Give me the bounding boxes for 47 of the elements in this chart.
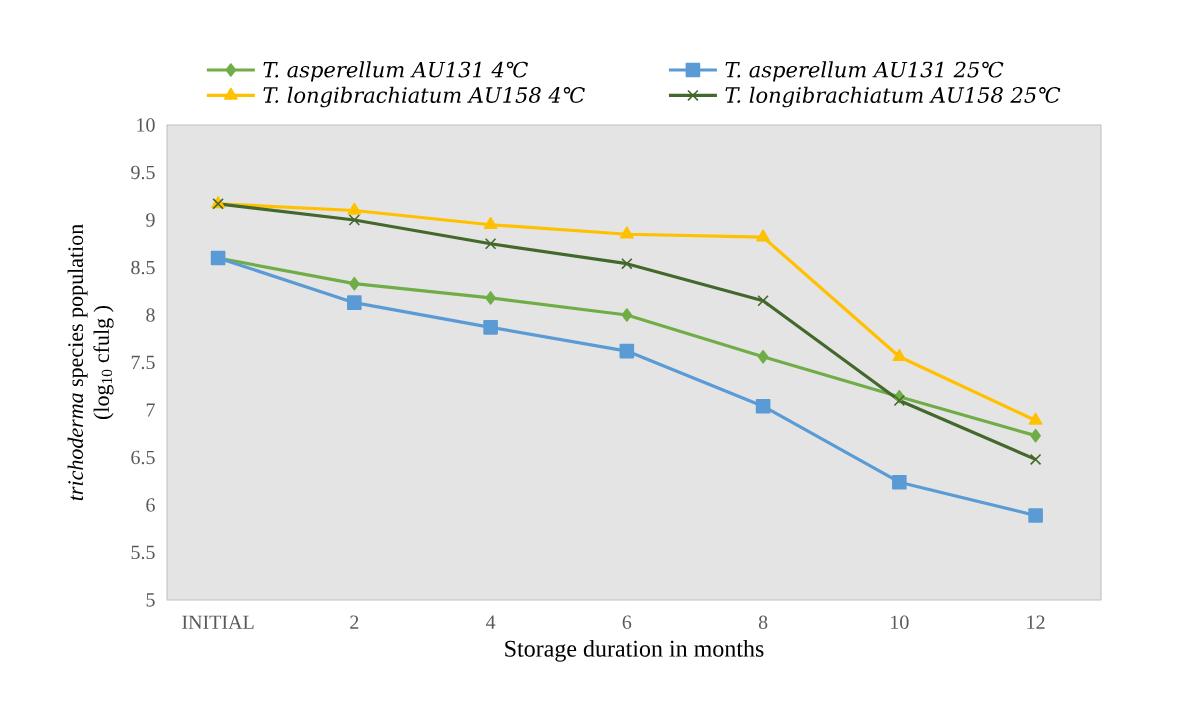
y-tick-label: 7.5 bbox=[131, 355, 155, 370]
point bbox=[619, 343, 635, 359]
point bbox=[349, 276, 360, 291]
point bbox=[619, 226, 634, 239]
point bbox=[348, 214, 361, 226]
point bbox=[893, 394, 906, 407]
point bbox=[483, 216, 498, 230]
point bbox=[1028, 508, 1043, 523]
point bbox=[892, 474, 907, 490]
point bbox=[1029, 453, 1042, 466]
y-tick-label: 8 bbox=[146, 308, 155, 322]
point bbox=[1028, 412, 1043, 425]
y-axis-title: trichoderma species population (log$_{10}$ cfulg ) bbox=[67, 224, 114, 501]
y-tick-label: 6 bbox=[146, 498, 155, 512]
point bbox=[621, 257, 633, 270]
point bbox=[1030, 428, 1041, 443]
y-tick-label: 10 bbox=[137, 118, 155, 132]
point bbox=[756, 229, 770, 242]
point bbox=[483, 320, 498, 335]
legend-label: T. longibrachiatum AU158 4℃ bbox=[263, 86, 585, 108]
point bbox=[757, 295, 769, 307]
x-tick-label: 6 bbox=[622, 615, 632, 629]
y-tick-label: 9.5 bbox=[131, 165, 155, 180]
point bbox=[484, 238, 497, 250]
legend-label: T. longibrachiatum AU158 25℃ bbox=[725, 86, 1061, 108]
y-tick-label: 9 bbox=[146, 213, 155, 227]
point bbox=[347, 295, 362, 310]
x-axis-title: Storage duration in months bbox=[505, 639, 764, 662]
legend-label: T. asperellum AU131 4℃ bbox=[263, 61, 528, 82]
x-tick-label: 2 bbox=[350, 615, 359, 629]
x-tick-label: 12 bbox=[1027, 615, 1045, 629]
point bbox=[755, 398, 771, 414]
x-tick-label: 4 bbox=[485, 615, 496, 629]
point bbox=[621, 308, 633, 322]
x-tick-label: INITIAL bbox=[182, 615, 254, 629]
y-tick-label: 7 bbox=[146, 403, 155, 417]
point bbox=[892, 349, 907, 362]
y-tick-label: 5 bbox=[146, 593, 155, 607]
y-tick-label: 8.5 bbox=[131, 260, 155, 275]
x-tick-label: 8 bbox=[758, 615, 768, 630]
y-tick-label: 6.5 bbox=[131, 450, 155, 465]
x-tick-label: 10 bbox=[891, 615, 909, 630]
y-tick-label: 5.5 bbox=[131, 545, 155, 560]
point bbox=[347, 202, 362, 215]
point bbox=[757, 350, 769, 364]
legend-label: T. asperellum AU131 25℃ bbox=[725, 61, 1004, 82]
point bbox=[485, 291, 496, 305]
